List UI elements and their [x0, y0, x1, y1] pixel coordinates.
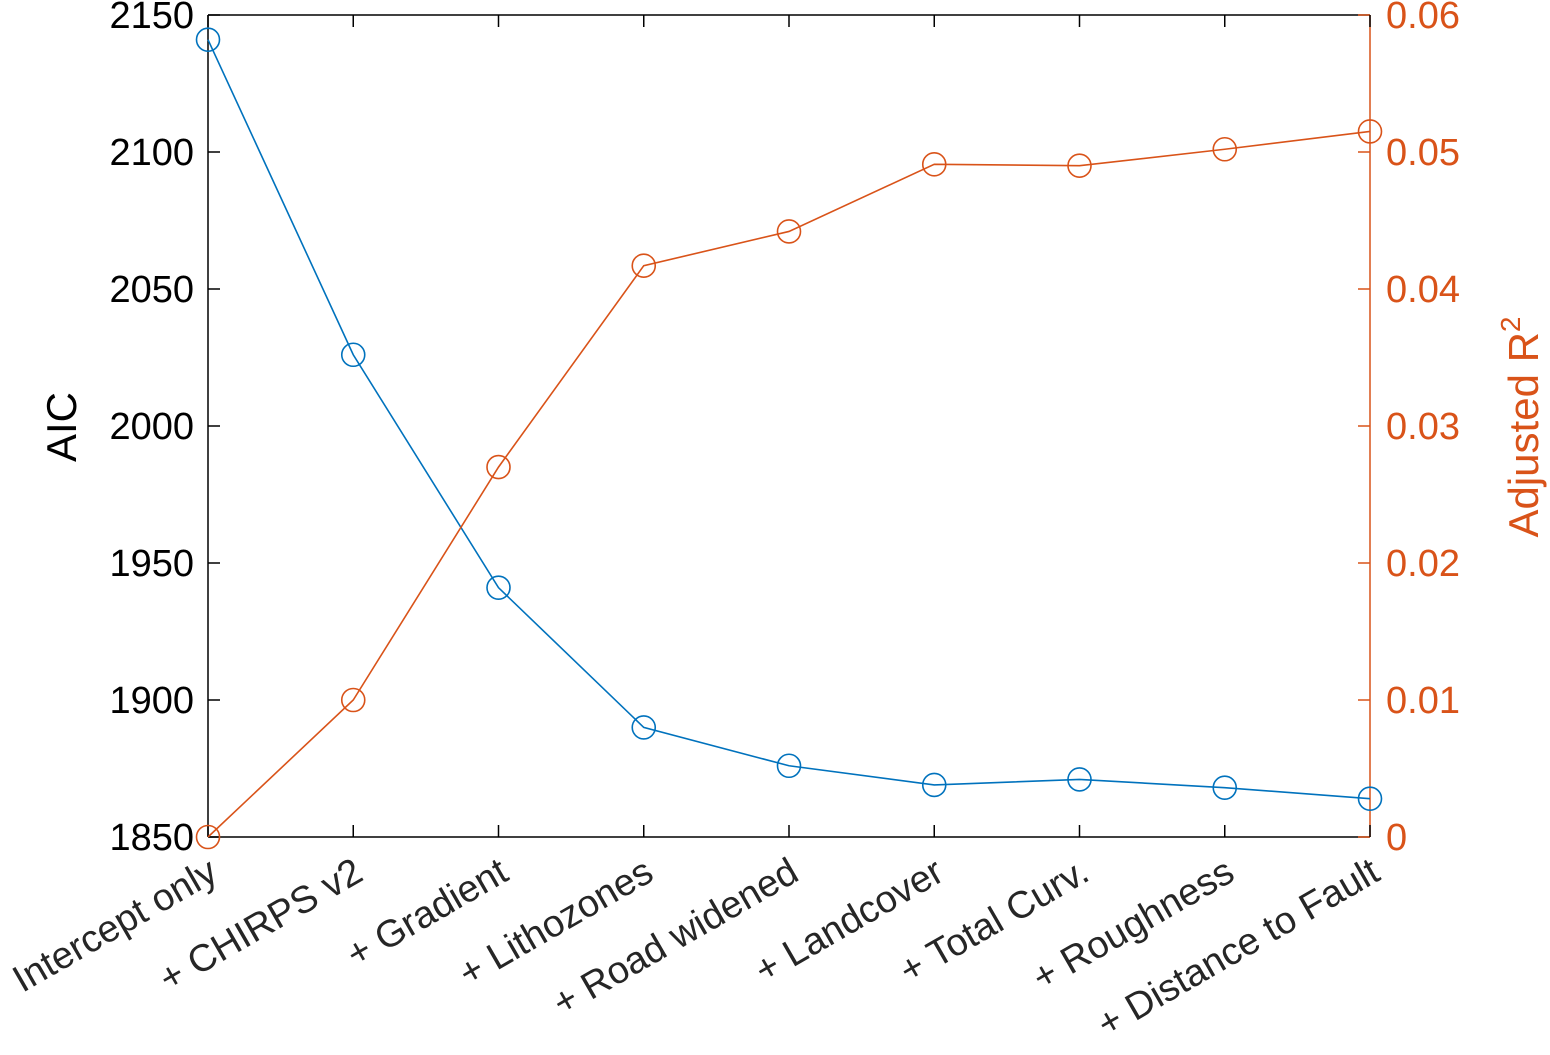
series-point-right [921, 152, 947, 177]
right-axis-title-superscript: 2 [1495, 316, 1526, 332]
series-line-left [207, 39, 1371, 800]
series-point-left [486, 575, 511, 600]
left-tick-label: 1850 [109, 817, 194, 859]
right-tick-label: 0.03 [1386, 406, 1460, 448]
series-point-right [195, 824, 221, 850]
right-tick-label: 0 [1386, 817, 1407, 859]
right-axis-ticks: 0 0.01 0.02 0.03 0.04 0.05 0.06 [1358, 0, 1460, 859]
left-tick-label: 2000 [109, 406, 194, 448]
series-point-right [340, 687, 366, 713]
right-tick-label: 0.04 [1386, 269, 1460, 311]
x-tick-label: + Road widened [546, 850, 806, 1024]
series-point-left [195, 27, 221, 52]
right-tick-label: 0.02 [1386, 543, 1460, 585]
right-axis-title: Adjusted R2 [1495, 316, 1547, 537]
series-line-right [207, 130, 1371, 838]
left-tick-label: 2050 [109, 269, 194, 311]
left-axis-ticks: 1850 1900 1950 2000 2050 2100 2150 [109, 0, 220, 859]
series-point-left [1067, 767, 1092, 792]
series-point-left [776, 753, 802, 779]
right-tick-label: 0.06 [1386, 0, 1460, 37]
left-tick-label: 2150 [109, 0, 194, 37]
series-point-left [1212, 775, 1238, 800]
series-point-right [776, 219, 802, 244]
series-point-right [631, 253, 657, 279]
right-tick-label: 0.01 [1386, 680, 1460, 722]
right-axis-title-main: Adjusted R [1500, 332, 1547, 537]
series-point-right [1212, 136, 1238, 162]
series-layer [195, 27, 1383, 850]
x-axis-ticks: Intercept only+ CHIRPS v2+ Gradient+ Lit… [6, 15, 1387, 1046]
series-point-left [340, 342, 366, 368]
left-tick-label: 2100 [109, 132, 194, 174]
left-tick-label: 1950 [109, 543, 194, 585]
series-point-left [631, 715, 657, 740]
axes-frame [207, 14, 1371, 838]
left-tick-label: 1900 [109, 680, 194, 722]
left-axis-title: AIC [38, 392, 85, 462]
series-point-right [1067, 153, 1092, 178]
series-point-right [486, 454, 511, 480]
right-tick-label: 0.05 [1386, 132, 1460, 174]
series-point-left [921, 772, 947, 798]
series-point-left [1357, 786, 1383, 811]
series-point-right [1357, 119, 1383, 144]
